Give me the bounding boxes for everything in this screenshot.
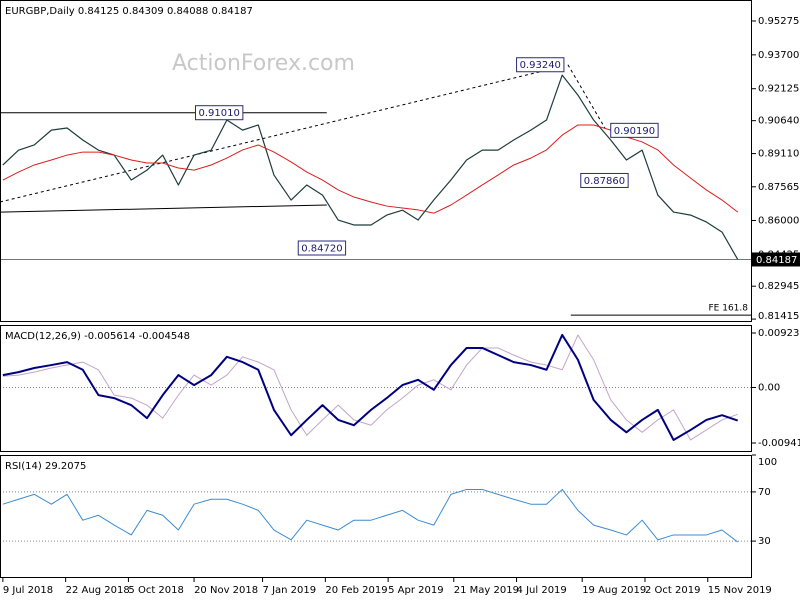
annotation-box [516, 57, 565, 73]
y-tick-label: 0.92125 [758, 84, 799, 95]
x-tick-label: 15 Nov 2019 [708, 585, 772, 596]
x-tick-label: 5 Apr 2019 [388, 585, 443, 596]
series-line [2, 124, 739, 214]
panel-title: EURGBP,Daily 0.84125 0.84309 0.84088 0.8… [5, 6, 253, 17]
y-tick-label: 70 [758, 487, 771, 498]
series-line [2, 74, 739, 260]
panel-title: RSI(14) 29.2075 [5, 461, 86, 472]
panel-frame [0, 455, 752, 578]
annotation-box [610, 122, 659, 138]
drawn-line [567, 64, 606, 129]
y-tick-label: 0.86000 [758, 215, 799, 226]
annotation-label: 0.93240 [520, 60, 561, 71]
y-tick-label: 0.82945 [758, 281, 799, 292]
x-tick-label: 4 Jul 2019 [517, 585, 567, 596]
annotation-label: 0.90190 [614, 126, 655, 137]
annotation-box [580, 172, 629, 188]
series-line [2, 333, 739, 441]
last-price-tag [752, 252, 800, 267]
annotation-label: 0.84720 [301, 244, 342, 255]
y-tick-label: 0.90640 [758, 116, 799, 127]
annotation-box [297, 240, 347, 256]
x-tick-label: 22 Aug 2018 [66, 585, 130, 596]
annotation-box [195, 105, 244, 121]
panel-title: MACD(12,26,9) -0.005614 -0.004548 [5, 331, 190, 342]
x-tick-label: 21 May 2019 [454, 585, 519, 596]
y-tick-label: 0.009237 [758, 328, 800, 339]
y-tick-label: 30 [758, 536, 771, 547]
panel-frame [0, 0, 752, 322]
y-tick-label: 0.95275 [758, 16, 799, 27]
last-price-label: 0.84187 [756, 255, 797, 266]
series-line [2, 334, 738, 441]
panel-frame [0, 325, 752, 452]
x-tick-label: 5 Oct 2018 [128, 585, 183, 596]
drawn-line [0, 65, 564, 203]
series-line [2, 488, 739, 543]
watermark: ActionForex.com [172, 51, 355, 76]
x-tick-label: 20 Nov 2018 [194, 585, 258, 596]
x-tick-label: 19 Aug 2019 [582, 585, 646, 596]
y-tick-label: -0.009413 [758, 438, 800, 449]
y-tick-label: 0.89110 [758, 149, 799, 160]
x-tick-label: 9 Jul 2018 [3, 585, 53, 596]
y-tick-label: 100 [758, 457, 777, 468]
y-tick-label: 0.00 [758, 382, 780, 393]
annotation-label: 0.91010 [199, 108, 240, 119]
plot-area [0, 488, 752, 543]
y-tick-label: 0.87565 [758, 182, 799, 193]
x-tick-label: 7 Jan 2019 [263, 585, 317, 596]
plot-area [0, 333, 752, 441]
plot-area [0, 64, 752, 316]
y-tick-label: 0.81415 [758, 311, 799, 322]
x-tick-label: 20 Feb 2019 [325, 585, 387, 596]
y-tick-label: 0.93700 [758, 50, 799, 61]
line-label: FE 161.8 [709, 304, 749, 314]
drawn-line [0, 204, 327, 213]
annotation-label: 0.87860 [584, 176, 625, 187]
x-tick-label: 2 Oct 2019 [645, 585, 700, 596]
